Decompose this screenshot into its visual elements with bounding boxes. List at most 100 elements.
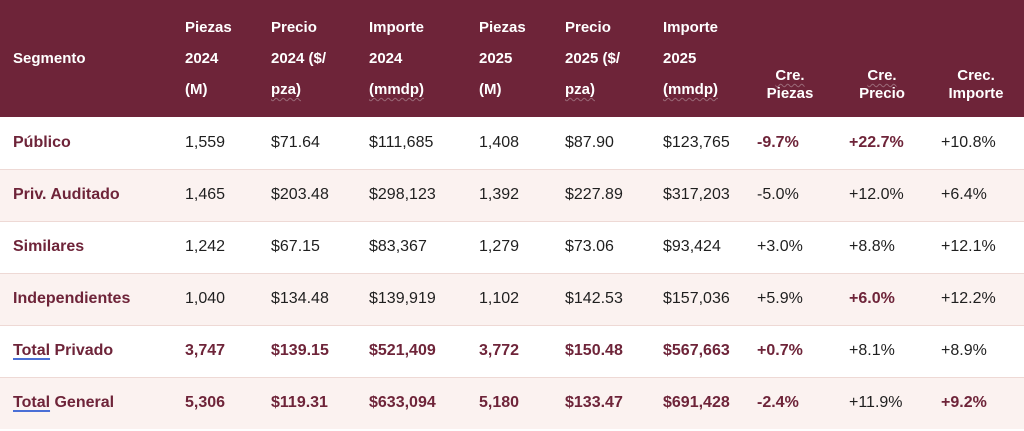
segment-name-suffix: General — [50, 394, 115, 412]
segment-name: Priv. Auditado — [0, 168, 172, 221]
table-row-priv-auditado: Priv. Auditado 1,465 $203.48 $298,123 1,… — [0, 168, 1024, 221]
cell-crec-importe: +12.1% — [928, 220, 1024, 273]
header-line: Piezas — [479, 19, 526, 36]
header-precio-2024: Precio 2024 ($/ pza) — [258, 0, 356, 117]
header-importe-2024: Importe 2024 (mmdp) — [356, 0, 466, 117]
header-cre-precio: Cre. Precio — [836, 0, 928, 117]
header-piezas-2024: Piezas 2024 (M) — [172, 0, 258, 117]
cell-precio-2024: $67.15 — [258, 220, 356, 273]
header-line: Piezas — [185, 19, 232, 36]
segment-name: Total General — [0, 376, 172, 429]
cell-piezas-2025: 1,408 — [479, 133, 520, 151]
cell-piezas-2025: 1,279 — [466, 220, 552, 273]
header-row: Segmento Piezas 2024 (M) Precio 2024 ($/… — [0, 0, 1024, 117]
header-line: 2025 — [663, 50, 697, 67]
cell-precio-2024: $71.64 — [271, 133, 320, 151]
header-line: Crec. — [957, 67, 995, 84]
table-row-total-general: Total General 5,306 $119.31 $633,094 5,1… — [0, 376, 1024, 429]
table-row-publico: Público 1,559 $71.64 $111,685 1,408 $87.… — [0, 117, 1024, 169]
header-line: 2024 ($/ — [271, 50, 327, 67]
cell-cre-precio: +11.9% — [836, 376, 928, 429]
header-line: Precio — [565, 19, 611, 36]
cell-cre-piezas: +3.0% — [744, 220, 836, 273]
cell-piezas-2024: 1,465 — [172, 168, 258, 221]
header-line: pza) — [271, 81, 301, 98]
cell-cre-piezas: -5.0% — [744, 168, 836, 221]
cell-importe-2024: $298,123 — [356, 168, 466, 221]
cell-piezas-2024: 3,747 — [172, 324, 258, 377]
cell-importe-2025: $157,036 — [650, 272, 744, 325]
cell-importe-2024: $521,409 — [356, 324, 466, 377]
header-line: 2024 — [185, 50, 219, 67]
header-importe-2025: Importe 2025 (mmdp) — [650, 0, 744, 117]
table-row-total-privado: Total Privado 3,747 $139.15 $521,409 3,7… — [0, 324, 1024, 377]
cell-precio-2024: $203.48 — [258, 168, 356, 221]
header-precio-2025: Precio 2025 ($/ pza) — [552, 0, 650, 117]
cell-importe-2025: $317,203 — [650, 168, 744, 221]
header-line: 2024 — [369, 50, 403, 67]
cell-piezas-2025: 1,102 — [466, 272, 552, 325]
cell-importe-2025: $123,765 — [663, 133, 730, 151]
cell-precio-2025: $87.90 — [565, 133, 614, 151]
table-row-independientes: Independientes 1,040 $134.48 $139,919 1,… — [0, 272, 1024, 325]
table-row-similares: Similares 1,242 $67.15 $83,367 1,279 $73… — [0, 220, 1024, 273]
cell-cre-precio: +22.7% — [849, 133, 904, 151]
segment-name: Público — [13, 133, 71, 151]
header-line: Importe — [369, 19, 425, 36]
segment-name: Total Privado — [0, 324, 172, 377]
cell-importe-2025: $691,428 — [650, 376, 744, 429]
cell-piezas-2025: 1,392 — [466, 168, 552, 221]
cell-cre-precio: +12.0% — [836, 168, 928, 221]
header-crec-importe: Crec. Importe — [928, 0, 1024, 117]
cell-importe-2024: $83,367 — [356, 220, 466, 273]
cell-precio-2024: $139.15 — [258, 324, 356, 377]
cell-importe-2025: $567,663 — [650, 324, 744, 377]
header-line: Importe — [663, 19, 719, 36]
header-line: 2025 ($/ — [565, 50, 621, 67]
header-line: Cre. — [867, 67, 897, 84]
cell-piezas-2024: 1,040 — [172, 272, 258, 325]
cell-crec-importe: +10.8% — [941, 133, 996, 151]
cell-precio-2024: $119.31 — [258, 376, 356, 429]
header-line: Piezas — [766, 85, 814, 102]
cell-crec-importe: +12.2% — [928, 272, 1024, 325]
cell-crec-importe: +8.9% — [928, 324, 1024, 377]
segment-name-total: Total — [13, 394, 51, 412]
header-cre-piezas: Cre. Piezas — [744, 0, 836, 117]
header-line: (M) — [479, 81, 502, 98]
segment-name-total: Total — [13, 342, 51, 359]
cell-crec-importe: +6.4% — [928, 168, 1024, 221]
header-piezas-2025: Piezas 2025 (M) — [466, 0, 552, 117]
cell-piezas-2024: 1,242 — [172, 220, 258, 273]
cell-precio-2024: $134.48 — [258, 272, 356, 325]
cell-precio-2025: $73.06 — [552, 220, 650, 273]
segment-name-suffix: Privado — [50, 342, 114, 359]
cell-precio-2025: $133.47 — [552, 376, 650, 429]
cell-cre-precio: +6.0% — [836, 272, 928, 325]
header-segmento: Segmento — [13, 50, 86, 67]
cell-importe-2024: $139,919 — [356, 272, 466, 325]
header-line: Precio — [271, 19, 317, 36]
cell-precio-2025: $150.48 — [552, 324, 650, 377]
cell-cre-piezas: +5.9% — [744, 272, 836, 325]
cell-piezas-2024: 1,559 — [185, 133, 226, 151]
cell-cre-precio: +8.8% — [836, 220, 928, 273]
cell-precio-2025: $227.89 — [552, 168, 650, 221]
cell-piezas-2025: 5,180 — [466, 376, 552, 429]
cell-importe-2025: $93,424 — [650, 220, 744, 273]
cell-importe-2024: $111,685 — [369, 133, 434, 151]
cell-cre-piezas: -2.4% — [744, 376, 836, 429]
header-line: (M) — [185, 81, 208, 98]
cell-precio-2025: $142.53 — [552, 272, 650, 325]
cell-piezas-2024: 5,306 — [172, 376, 258, 429]
cell-cre-precio: +8.1% — [836, 324, 928, 377]
header-line: 2025 — [479, 50, 513, 67]
segment-name: Independientes — [0, 272, 172, 325]
cell-cre-piezas: -9.7% — [757, 133, 799, 151]
cell-importe-2024: $633,094 — [356, 376, 466, 429]
segment-name: Similares — [0, 220, 172, 273]
header-line: (mmdp) — [369, 81, 424, 98]
cell-crec-importe: +9.2% — [928, 376, 1024, 429]
header-line: Precio — [859, 85, 905, 102]
header-line: Cre. — [775, 67, 805, 84]
